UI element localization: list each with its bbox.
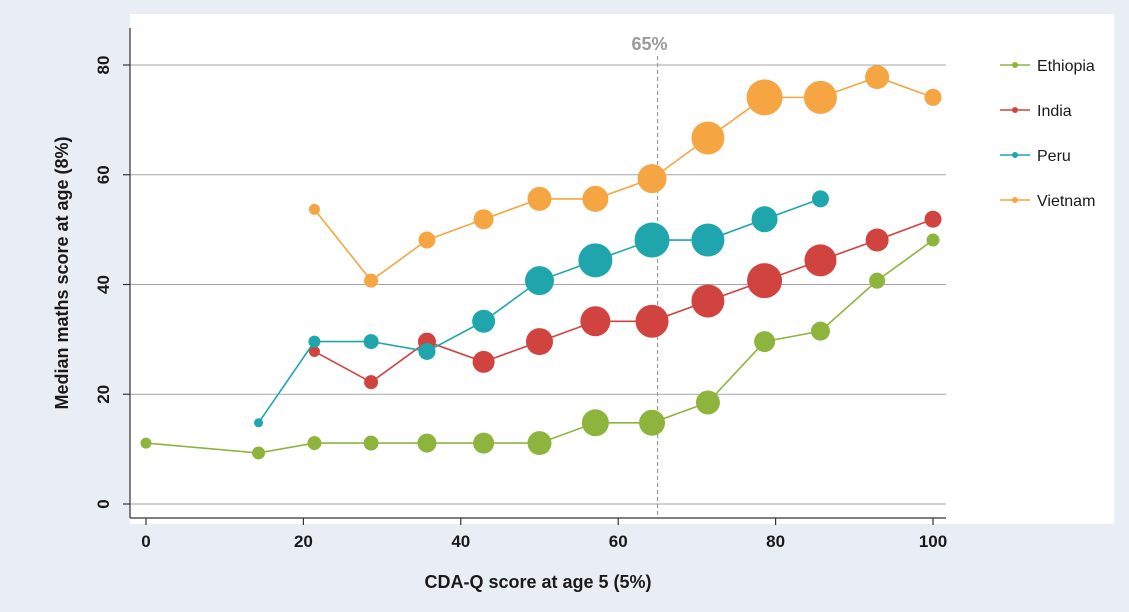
data-point-vietnam [364, 273, 379, 288]
y-tick-label: 20 [94, 385, 113, 404]
data-point-vietnam [637, 164, 667, 194]
data-point-india [364, 375, 379, 390]
data-point-ethiopia [363, 435, 379, 451]
legend-label: India [1037, 103, 1072, 120]
legend-swatch-dot [1012, 152, 1018, 158]
x-tick-label: 20 [294, 532, 313, 551]
data-point-peru [634, 222, 670, 258]
reference-line-label: 65% [632, 34, 668, 54]
data-point-peru [363, 334, 379, 350]
data-point-peru [691, 223, 725, 257]
data-point-ethiopia [140, 437, 152, 449]
data-point-vietnam [308, 203, 320, 215]
data-point-india [635, 304, 669, 338]
data-point-ethiopia [473, 432, 495, 454]
data-point-india [865, 228, 889, 252]
data-point-india [691, 284, 725, 318]
series-india [308, 210, 942, 390]
legend-swatch-dot [1012, 107, 1018, 113]
x-tick-label: 100 [919, 532, 947, 551]
data-point-vietnam [582, 185, 609, 212]
data-point-vietnam [418, 231, 436, 249]
legend-item-ethiopia: Ethiopia [1000, 58, 1095, 75]
data-point-vietnam [527, 186, 552, 211]
data-point-ethiopia [869, 272, 886, 289]
data-point-peru [525, 266, 554, 296]
y-tick-label: 0 [94, 499, 113, 508]
data-point-ethiopia [581, 409, 609, 437]
legend-item-india: India [1000, 103, 1072, 120]
data-point-peru [751, 206, 778, 233]
y-tick-label: 40 [94, 275, 113, 294]
data-point-ethiopia [527, 431, 552, 456]
data-point-ethiopia [639, 409, 666, 436]
tick-labels: 0 20 40 60 80 0 20 40 60 80 100 [94, 56, 947, 551]
data-point-peru [578, 243, 613, 278]
data-point-ethiopia [754, 331, 776, 353]
axes [123, 28, 946, 525]
data-point-vietnam [691, 121, 725, 155]
x-tick-label: 0 [141, 532, 150, 551]
data-point-ethiopia [810, 321, 830, 341]
legend-label: Peru [1037, 148, 1071, 165]
data-point-vietnam [865, 65, 890, 90]
legend: Ethiopia India Peru Vietnam [1000, 58, 1095, 210]
data-point-ethiopia [695, 390, 720, 415]
data-point-ethiopia [307, 436, 322, 451]
series-peru [254, 190, 829, 428]
data-point-india [924, 210, 942, 228]
x-tick-label: 40 [451, 532, 470, 551]
data-point-peru [472, 309, 496, 333]
data-point-india [580, 306, 611, 337]
y-axis-title: Median maths score at age (8%) [52, 136, 72, 409]
data-point-ethiopia [252, 446, 266, 460]
data-point-india [526, 328, 553, 356]
data-point-vietnam [803, 80, 837, 114]
data-point-peru [308, 335, 321, 348]
data-point-peru [811, 190, 829, 208]
legend-label: Vietnam [1037, 193, 1095, 210]
data-point-peru [254, 418, 264, 428]
reference-line-group: 65% [632, 34, 668, 518]
legend-item-peru: Peru [1000, 148, 1071, 165]
x-tick-label: 80 [766, 532, 785, 551]
legend-label: Ethiopia [1037, 58, 1095, 75]
series-group [140, 65, 942, 460]
plot-panel [130, 14, 1114, 524]
legend-swatch-dot [1012, 62, 1018, 68]
data-point-vietnam [473, 209, 494, 230]
y-tick-label: 60 [94, 165, 113, 184]
data-point-india [804, 244, 837, 277]
series-ethiopia [140, 233, 940, 460]
series-vietnam [308, 65, 942, 288]
y-tick-label: 80 [94, 56, 113, 75]
x-tick-label: 60 [609, 532, 628, 551]
data-point-india [472, 350, 495, 373]
data-point-ethiopia [417, 433, 437, 453]
legend-item-vietnam: Vietnam [1000, 193, 1095, 210]
x-axis-title: CDA-Q score at age 5 (5%) [424, 572, 651, 592]
data-point-india [747, 263, 783, 299]
data-point-ethiopia [926, 233, 940, 247]
data-point-peru [418, 342, 436, 360]
data-point-india [308, 345, 320, 357]
data-point-vietnam [746, 79, 783, 116]
data-point-vietnam [924, 88, 942, 106]
legend-swatch-dot [1012, 197, 1018, 203]
